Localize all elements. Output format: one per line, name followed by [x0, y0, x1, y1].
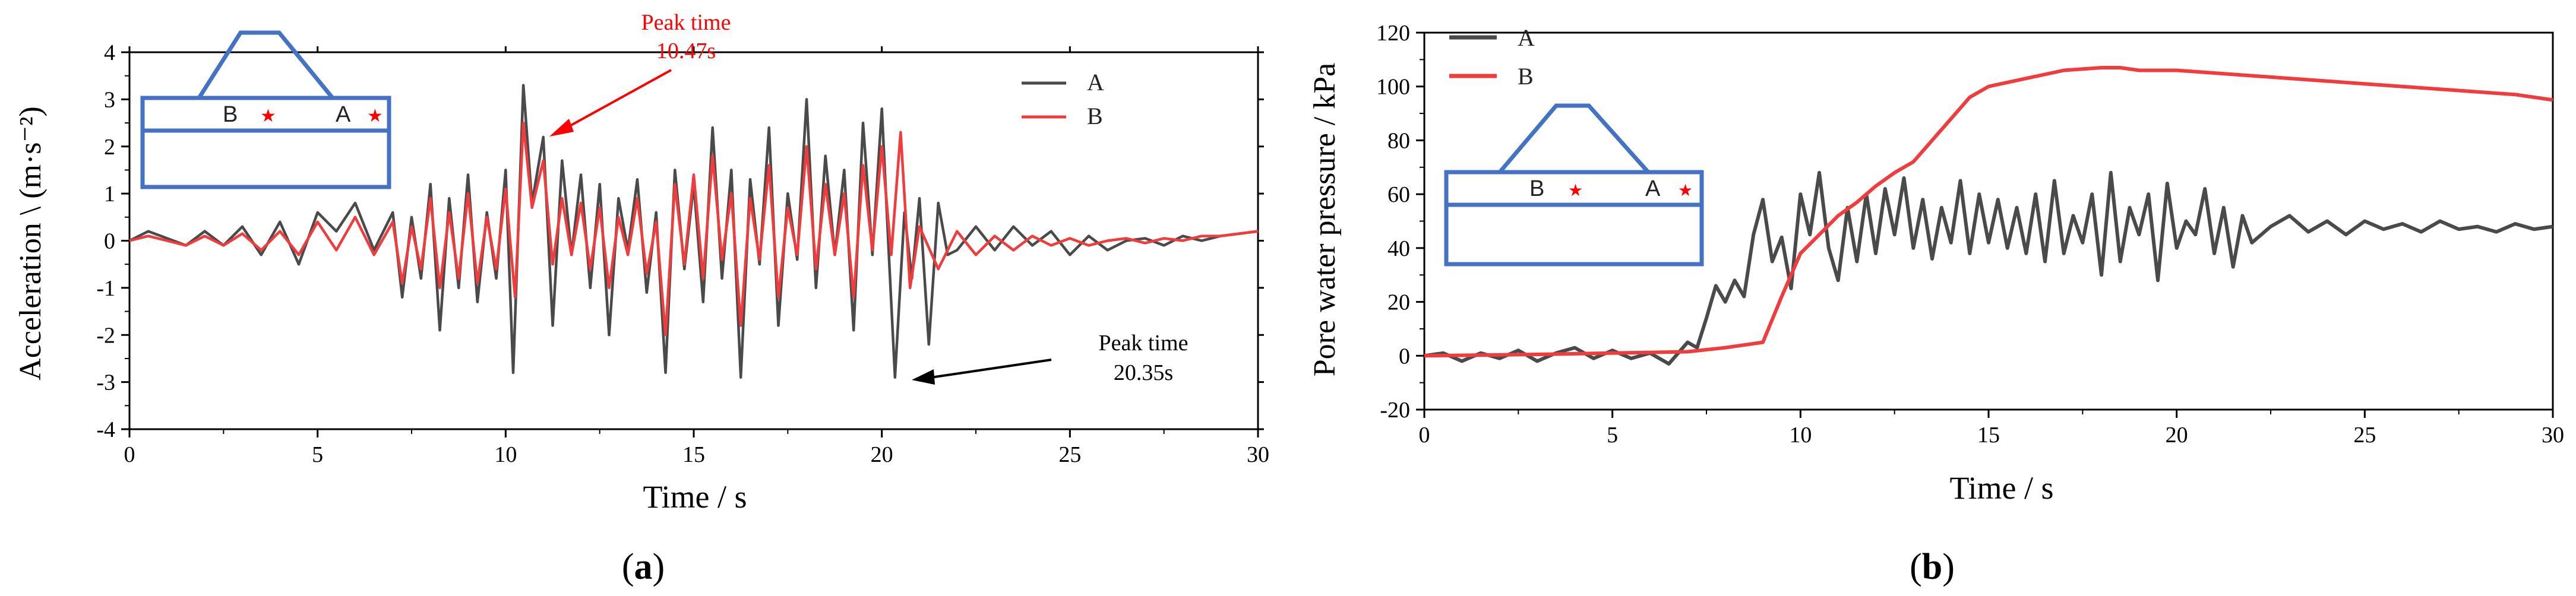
chart-b-inset-label-a: A: [1645, 176, 1661, 201]
chart-b-inset-star-b: ★: [1568, 181, 1583, 199]
chart-b-y-tick-label: 40: [1387, 236, 1410, 261]
chart-b-x-tick-label: 30: [2542, 423, 2564, 448]
chart-a-inset-diagram: [140, 30, 391, 189]
chart-b-y-tick-label: 20: [1387, 290, 1410, 315]
chart-a-y-tick-label: 2: [104, 135, 115, 160]
chart-a-y-tick-label: 0: [104, 229, 115, 254]
chart-b-inset-diagram: [1444, 103, 1704, 267]
chart-a-x-tick-label: 20: [871, 442, 893, 467]
chart-a-x-tick-label: 0: [124, 442, 135, 467]
chart-b-inset-star-a: ★: [1678, 181, 1693, 199]
chart-b-series-a-line: [1424, 170, 2553, 366]
chart-b-x-tick-label: 25: [2353, 423, 2376, 448]
chart-b-x-label: Time / s: [1949, 470, 2053, 506]
chart-a-y-tick-label: 1: [104, 182, 115, 207]
chart-a-legend-label-b: B: [1087, 103, 1103, 129]
chart-b-ticks: 0 5 10 15 20 25 30 -20 0 20 40 60 80 100 120: [1376, 21, 2564, 448]
chart-a-ticks: 0 5 10 15 20 25 30 -4 -3 -2 -1 0 1 2 3 4: [96, 40, 1269, 467]
chart-a-y-tick-label: -2: [96, 323, 115, 348]
panel-label-a: (a): [622, 547, 665, 587]
chart-b-y-tick-label: 60: [1387, 182, 1410, 207]
chart-a-peak-1-line2: 10.47s: [656, 39, 716, 64]
chart-b-x-tick-label: 5: [1607, 423, 1618, 448]
chart-b-legend-label-a: A: [1518, 24, 1535, 51]
chart-b-y-tick-label: 0: [1399, 344, 1410, 369]
chart-a-acceleration: 0 5 10 15 20 25 30 -4 -3 -2 -1 0 1 2 3 4 B ★ A ★ A B Pe…: [14, 10, 1269, 587]
chart-b-y-label: Pore water pressure / kPa: [1308, 63, 1342, 377]
chart-a-y-tick-label: -4: [96, 417, 115, 442]
chart-b-y-tick-label: 120: [1376, 21, 1410, 46]
chart-a-inset-label-a: A: [336, 102, 351, 127]
chart-b-y-tick-label: 100: [1376, 75, 1410, 100]
chart-b-x-tick-label: 20: [2166, 423, 2188, 448]
chart-a-series: [128, 84, 1259, 379]
chart-a-y-label: Acceleration \ (m·s⁻²): [14, 106, 48, 381]
chart-a-x-tick-label: 15: [682, 442, 705, 467]
chart-a-x-tick-label: 10: [494, 442, 517, 467]
chart-b-pore-pressure: 0 5 10 15 20 25 30 -20 0 20 40 60 80 100 120 A B B ★ A…: [1308, 21, 2564, 587]
chart-a-inset-star-b: ★: [260, 106, 276, 126]
chart-a-y-tick-label: 4: [104, 40, 115, 65]
chart-a-peak-2-line1: Peak time: [1099, 331, 1189, 356]
chart-b-y-tick-label: 80: [1387, 128, 1410, 153]
chart-b-x-tick-label: 10: [1789, 423, 1812, 448]
chart-a-peak-1-arrow: [561, 69, 672, 132]
chart-b-series: [1424, 66, 2553, 366]
chart-b-legend: A B: [1449, 24, 1535, 90]
chart-a-inset-label-b: B: [223, 102, 238, 127]
chart-a-y-tick-label: -1: [96, 276, 115, 301]
chart-b-y-tick-label: -20: [1380, 398, 1410, 423]
chart-a-annotation-peak-2: Peak time 20.35s: [912, 331, 1188, 385]
chart-a-y-tick-label: 3: [104, 87, 115, 112]
chart-b-legend-label-b: B: [1518, 63, 1534, 90]
panel-label-b: (b): [1910, 547, 1955, 587]
chart-b-series-b-line: [1424, 66, 2553, 358]
chart-a-inset-star-a: ★: [367, 106, 383, 126]
chart-a-annotation-peak-1: Peak time 10.47s: [549, 10, 731, 137]
chart-a-x-tick-label: 30: [1247, 442, 1269, 467]
chart-a-peak-2-line2: 20.35s: [1114, 360, 1173, 385]
chart-a-peak-1-arrowhead: [549, 119, 574, 137]
chart-a-y-tick-label: -3: [96, 370, 115, 395]
chart-b-x-tick-label: 15: [1977, 423, 2000, 448]
chart-a-x-tick-label: 25: [1058, 442, 1081, 467]
chart-a-peak-1-line1: Peak time: [641, 10, 731, 35]
chart-a-x-label: Time / s: [643, 479, 747, 515]
chart-a-x-tick-label: 5: [312, 442, 323, 467]
chart-a-peak-2-arrowhead: [912, 369, 935, 385]
chart-a-peak-2-arrow: [926, 359, 1052, 379]
chart-b-inset-label-b: B: [1529, 176, 1544, 201]
chart-b-x-tick-label: 0: [1419, 423, 1430, 448]
chart-a-series-b-line: [129, 121, 1259, 337]
chart-a-legend: A B: [1022, 69, 1104, 129]
chart-a-legend-label-a: A: [1087, 69, 1104, 96]
